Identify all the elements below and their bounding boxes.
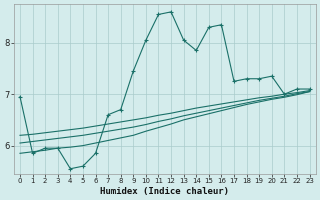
X-axis label: Humidex (Indice chaleur): Humidex (Indice chaleur) bbox=[100, 187, 229, 196]
